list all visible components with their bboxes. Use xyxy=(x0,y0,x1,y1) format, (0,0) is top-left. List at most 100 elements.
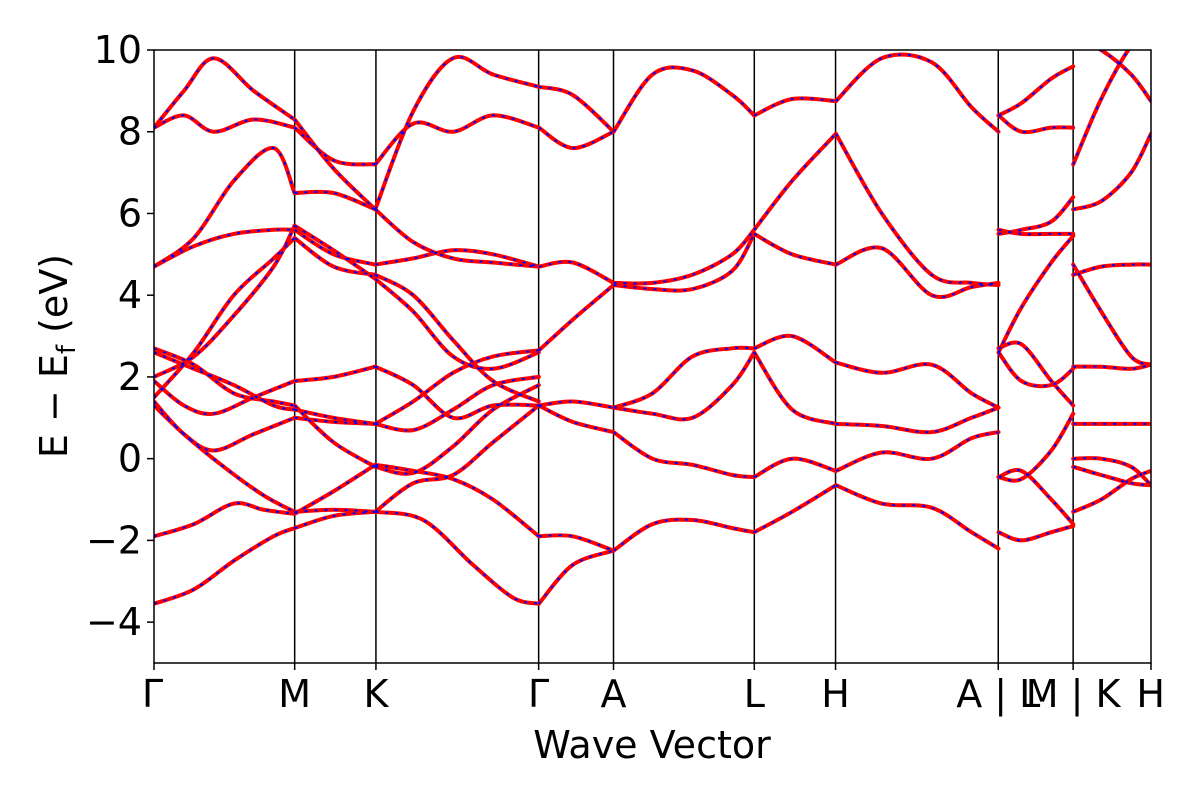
band-down-58 xyxy=(753,233,837,266)
band-down-21 xyxy=(154,228,295,268)
band-up-57 xyxy=(752,333,838,365)
band-up-11 xyxy=(373,374,541,433)
band-down-70 xyxy=(998,413,1075,482)
band-down-41 xyxy=(538,404,614,434)
band-up-55 xyxy=(752,456,838,480)
band-down-48 xyxy=(613,431,755,479)
band-down-50 xyxy=(613,346,755,409)
band-up-85 xyxy=(1071,131,1151,212)
y-axis-title: E − Ef (eV) xyxy=(32,254,82,458)
band-up-19 xyxy=(292,403,378,469)
band-up-74 xyxy=(996,195,1076,236)
x-tick-label-1: M xyxy=(278,672,311,716)
band-down-46 xyxy=(538,85,615,133)
y-tick-label-1: −2 xyxy=(86,518,142,562)
band-up-39 xyxy=(536,548,616,606)
band-down-9 xyxy=(154,400,295,452)
band-down-67 xyxy=(835,53,1000,133)
band-down-68 xyxy=(998,525,1074,542)
band-down-55 xyxy=(753,457,837,478)
band-down-60 xyxy=(753,97,836,117)
band-down-76 xyxy=(997,114,1074,134)
band-down-13 xyxy=(294,365,376,382)
band-down-8 xyxy=(374,404,540,513)
band-down-27 xyxy=(154,225,296,378)
bands-spin-up xyxy=(154,50,1151,606)
y-axis-title-subscript: f xyxy=(52,344,82,354)
band-up-50 xyxy=(611,345,757,410)
band-down-66 xyxy=(835,133,999,286)
band-up-77 xyxy=(996,64,1076,118)
band-down-31 xyxy=(293,237,376,276)
band-up-44 xyxy=(536,259,616,285)
x-tick-label-8: M | K xyxy=(1026,672,1122,717)
y-axis-title-unit: (eV) xyxy=(32,254,76,345)
band-up-66 xyxy=(833,131,1001,287)
band-down-71 xyxy=(997,351,1074,388)
band-down-12 xyxy=(154,380,295,415)
band-up-0 xyxy=(154,526,297,606)
y-tick-label-0: −4 xyxy=(86,600,142,644)
band-down-17 xyxy=(374,349,539,425)
band-down-33 xyxy=(154,114,295,133)
band-down-6 xyxy=(154,404,296,513)
band-up-2 xyxy=(373,509,541,606)
band-down-54 xyxy=(753,484,837,534)
band-up-6 xyxy=(154,403,297,514)
band-down-77 xyxy=(998,65,1074,117)
band-down-14 xyxy=(374,365,539,420)
band-down-85 xyxy=(1072,133,1151,211)
band-up-60 xyxy=(752,96,838,118)
band-down-84 xyxy=(1072,263,1151,276)
band-down-39 xyxy=(538,549,614,605)
band-up-32 xyxy=(373,272,541,404)
band-down-18 xyxy=(154,347,295,407)
band-down-24 xyxy=(154,147,296,268)
band-down-57 xyxy=(753,334,837,364)
band-down-64 xyxy=(835,361,999,409)
x-tick-label-5: L xyxy=(744,672,765,716)
y-tick-label-7: 10 xyxy=(94,28,142,72)
band-down-45 xyxy=(538,126,615,150)
band-down-49 xyxy=(613,351,756,421)
bands-spin-down xyxy=(154,50,1151,605)
band-up-83 xyxy=(1071,262,1151,367)
high-symmetry-lines xyxy=(293,50,1074,663)
band-up-13 xyxy=(292,364,378,383)
band-up-26 xyxy=(373,207,541,269)
band-down-16 xyxy=(294,408,376,425)
band-up-87 xyxy=(1097,50,1151,104)
band-up-1 xyxy=(292,509,378,531)
band-down-72 xyxy=(998,341,1074,407)
band-up-8 xyxy=(373,403,541,514)
x-tick-label-2: K xyxy=(363,672,389,716)
band-down-82 xyxy=(1073,363,1151,370)
x-tick-label-9: H xyxy=(1136,672,1165,716)
x-axis: Γ M K Γ A L H A | LM | K H xyxy=(142,663,1165,717)
x-tick-label-6: H xyxy=(821,672,850,716)
band-up-59 xyxy=(752,131,838,232)
x-axis-title: Wave Vector xyxy=(533,723,771,767)
band-up-61 xyxy=(833,483,1001,551)
band-up-78 xyxy=(1071,468,1151,514)
band-down-32 xyxy=(374,273,540,403)
band-down-37 xyxy=(293,118,377,211)
y-axis: −4 −2 0 2 4 6 8 10 xyxy=(86,28,154,644)
x-tick-label-0: Γ xyxy=(142,672,163,716)
x-tick-label-4: A xyxy=(601,672,627,716)
band-up-72 xyxy=(996,340,1076,408)
x-tick-label-3: Γ xyxy=(528,672,549,716)
band-up-4 xyxy=(292,462,378,516)
band-up-42 xyxy=(536,399,616,410)
band-down-62 xyxy=(835,431,999,472)
band-down-47 xyxy=(613,518,755,552)
band-down-65 xyxy=(835,246,999,298)
band-up-65 xyxy=(833,245,1001,299)
band-up-23 xyxy=(373,248,541,269)
band-up-73 xyxy=(996,233,1076,355)
band-up-24 xyxy=(154,146,297,269)
y-tick-label-6: 8 xyxy=(118,110,142,154)
y-tick-label-3: 2 xyxy=(118,355,142,399)
band-up-33 xyxy=(154,113,297,134)
